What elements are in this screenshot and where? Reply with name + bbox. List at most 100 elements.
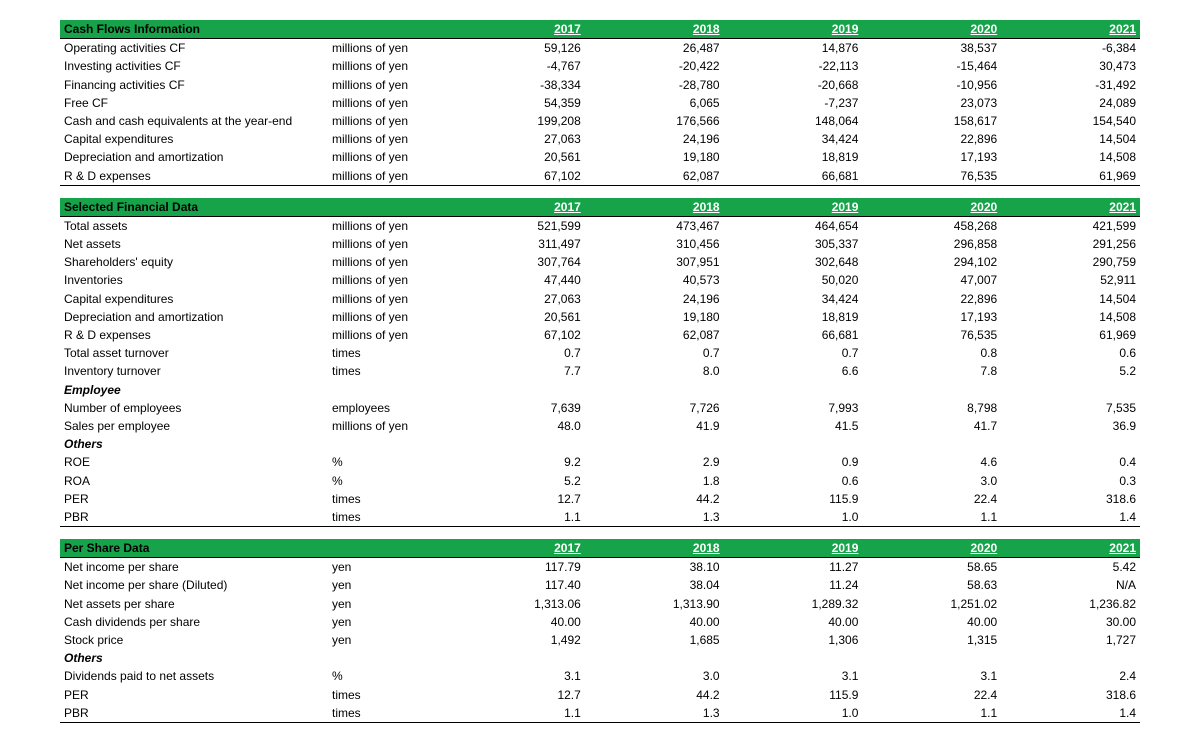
row-value: 41.7 [862,417,1001,435]
financial-table: Cash Flows Information201720182019202020… [60,20,1140,186]
row-unit: yen [328,576,446,594]
row-value: 14,508 [1001,308,1140,326]
row-label: R & D expenses [60,326,328,344]
row-value: 26,487 [585,39,724,58]
row-value: 7,639 [446,399,585,417]
row-value: 76,535 [862,167,1001,186]
year-header: 2017 [446,198,585,217]
row-value: -31,492 [1001,76,1140,94]
row-value: 302,648 [724,253,863,271]
section-title: Cash Flows Information [60,20,328,39]
row-label: ROA [60,472,328,490]
row-value: 14,504 [1001,130,1140,148]
row-value: 8.0 [585,362,724,380]
row-value: 44.2 [585,686,724,704]
row-value: 27,063 [446,290,585,308]
row-unit: millions of yen [328,39,446,58]
row-value: 117.79 [446,558,585,577]
row-label: ROE [60,453,328,471]
row-label: Net assets per share [60,595,328,613]
row-value: 5.42 [1001,558,1140,577]
row-value: 1,313.06 [446,595,585,613]
year-header: 2020 [862,198,1001,217]
row-value: 7,993 [724,399,863,417]
row-label: Total assets [60,216,328,235]
section-title: Per Share Data [60,539,328,558]
row-value: 24,196 [585,130,724,148]
year-header: 2019 [724,198,863,217]
row-value: 47,007 [862,271,1001,289]
row-unit: times [328,362,446,380]
row-value: 11.27 [724,558,863,577]
row-unit: millions of yen [328,57,446,75]
row-value: 23,073 [862,94,1001,112]
row-value: 7,535 [1001,399,1140,417]
row-label: Capital expenditures [60,130,328,148]
row-unit: millions of yen [328,290,446,308]
year-header: 2019 [724,539,863,558]
row-value: 0.7 [446,344,585,362]
row-unit: millions of yen [328,216,446,235]
row-value: 158,617 [862,112,1001,130]
row-value: 61,969 [1001,167,1140,186]
row-unit: millions of yen [328,94,446,112]
row-value: 1.0 [724,508,863,527]
row-value: 38,537 [862,39,1001,58]
row-value: 0.7 [585,344,724,362]
row-value: 0.6 [1001,344,1140,362]
year-header: 2018 [585,539,724,558]
row-value: 67,102 [446,167,585,186]
header-unit-blank [328,539,446,558]
year-header: 2021 [1001,20,1140,39]
row-value: 0.7 [724,344,863,362]
row-label: Financing activities CF [60,76,328,94]
row-unit: times [328,704,446,723]
row-value: 2.4 [1001,667,1140,685]
row-value: -7,237 [724,94,863,112]
row-unit: millions of yen [328,308,446,326]
row-label: PER [60,686,328,704]
row-unit: millions of yen [328,253,446,271]
row-value: 148,064 [724,112,863,130]
row-value: 40,573 [585,271,724,289]
row-unit: millions of yen [328,112,446,130]
row-value: 0.3 [1001,472,1140,490]
row-value: 1,727 [1001,631,1140,649]
row-subhead: Others [60,649,1140,667]
row-value: 76,535 [862,326,1001,344]
row-unit: yen [328,595,446,613]
row-value: -38,334 [446,76,585,94]
table-section: Per Share Data20172018201920202021Net in… [60,539,1140,723]
row-label: Capital expenditures [60,290,328,308]
row-value: 1.3 [585,508,724,527]
row-value: 34,424 [724,130,863,148]
row-value: 473,467 [585,216,724,235]
row-value: 22.4 [862,686,1001,704]
row-label: Net income per share [60,558,328,577]
row-label: PBR [60,704,328,723]
row-value: 30.00 [1001,613,1140,631]
row-value: 40.00 [862,613,1001,631]
row-value: 6,065 [585,94,724,112]
row-value: 58.63 [862,576,1001,594]
row-value: 48.0 [446,417,585,435]
row-value: 1,289.32 [724,595,863,613]
row-value: 24,089 [1001,94,1140,112]
row-value: 58.65 [862,558,1001,577]
year-header: 2017 [446,539,585,558]
row-value: 38.04 [585,576,724,594]
row-value: 66,681 [724,326,863,344]
row-unit: millions of yen [328,167,446,186]
row-value: 1.3 [585,704,724,723]
row-value: 40.00 [446,613,585,631]
row-unit: millions of yen [328,235,446,253]
row-value: 1,236.82 [1001,595,1140,613]
year-header: 2018 [585,198,724,217]
row-value: 59,126 [446,39,585,58]
row-value: 24,196 [585,290,724,308]
row-label: Shareholders' equity [60,253,328,271]
row-value: 14,504 [1001,290,1140,308]
year-header: 2020 [862,539,1001,558]
row-value: 40.00 [585,613,724,631]
row-value: 5.2 [446,472,585,490]
